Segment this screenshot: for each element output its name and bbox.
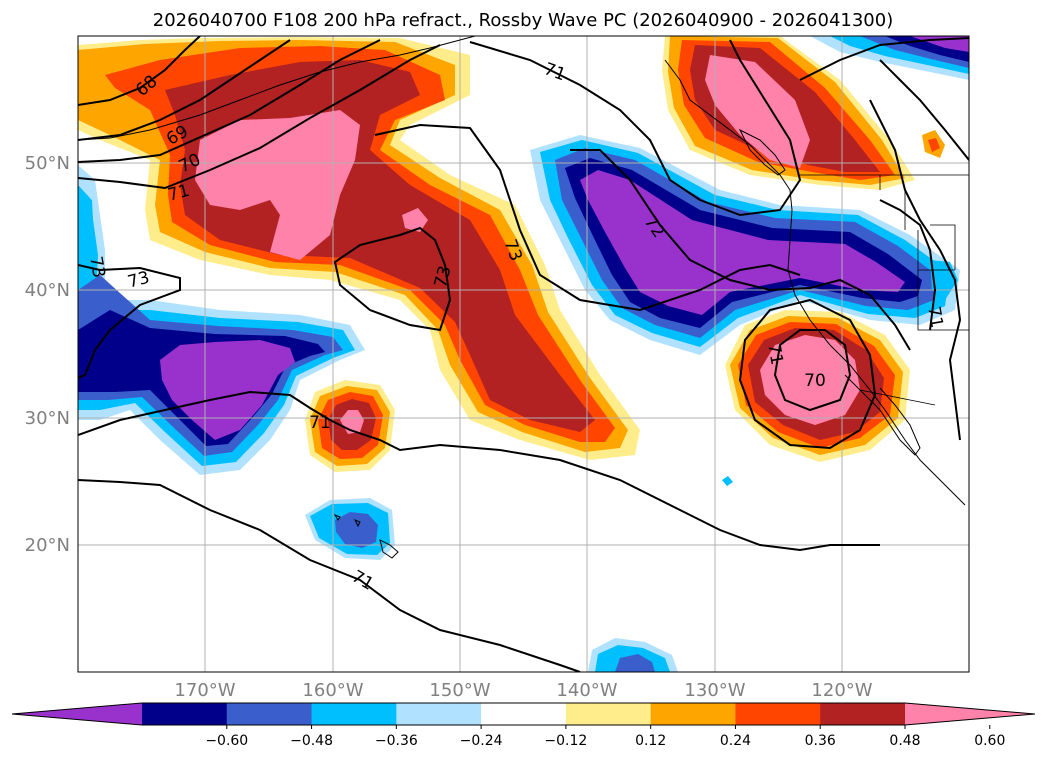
contour-71-south [78, 479, 581, 672]
fill-hi-0-36 [335, 512, 378, 548]
contour-east-3 [879, 199, 937, 331]
colorbar-extend-max [905, 703, 1035, 725]
colorbar-swatch [226, 703, 313, 725]
lat-tick-20n: 20°N [25, 535, 70, 556]
colorbar-tick-label: 0.60 [974, 733, 1005, 749]
fill-level-0-60b [402, 208, 428, 232]
lon-tick-170w: 170°W [174, 680, 235, 701]
negative-anomaly-south [588, 476, 733, 672]
lat-tick-30n: 30°N [25, 408, 70, 429]
colorbar: −0.60 −0.48 −0.36 −0.24 −0.12 0.12 0.24 0.36 0.4… [11, 702, 1036, 749]
map-frame [77, 35, 970, 673]
contour-label-73a: 73 [85, 255, 108, 280]
colorbar-tick-label: −0.48 [290, 733, 333, 749]
positive-anomaly-baja [725, 310, 910, 462]
contour-69 [78, 39, 291, 141]
contour-70 [78, 39, 381, 163]
colorbar-tick-label: −0.36 [375, 733, 418, 749]
contour-72 [570, 149, 911, 351]
contour-70-baja [773, 329, 852, 412]
coast-bc [664, 59, 966, 506]
coast-vancouver-island [738, 128, 786, 176]
coast-hawaii [379, 539, 399, 559]
contour-label-71f: 71 [923, 305, 946, 330]
colorbar-swatch [735, 703, 821, 725]
colorbar-tick-label: 0.12 [635, 733, 666, 749]
colorbar-swatch [565, 703, 652, 725]
lon-tick-130w: 130°W [684, 680, 745, 701]
colorbar-outline [11, 702, 1036, 726]
map-area: 68 69 70 71 71 73 73 73 72 71 70 71 71 7… [78, 36, 969, 672]
lon-tick-140w: 140°W [556, 680, 617, 701]
political-borders [800, 174, 969, 406]
fill-w-edge [78, 190, 95, 275]
colorbar-swatch [311, 703, 397, 725]
positive-anomaly-small [305, 380, 395, 472]
colorbar-swatch [481, 703, 567, 725]
fill-s-0-36 [615, 654, 655, 672]
coast-baja [844, 374, 921, 456]
lon-tick-120w: 120°W [811, 680, 872, 701]
colorbar-tick-label: −0.12 [544, 733, 587, 749]
contour-73-east [374, 123, 801, 312]
contour-73 [78, 264, 181, 379]
contour-71-baja [738, 298, 877, 450]
contour-73-mid [333, 226, 452, 332]
gridlines [78, 36, 969, 672]
contour-71-sub [78, 390, 880, 552]
colorbar-swatch [142, 703, 228, 725]
fill-neg-0-60 [580, 170, 905, 315]
fill-bc-small-2 [928, 138, 940, 152]
colorbar-tick-label: 0.36 [805, 733, 836, 749]
lon-tick-150w: 150°W [429, 680, 490, 701]
map-title: 2026040700 F108 200 hPa refract., Rossby… [153, 10, 894, 31]
contour-71-far [799, 37, 969, 81]
border-us-mexico [859, 389, 936, 406]
colorbar-swatch [650, 703, 736, 725]
fill-level-0-60 [195, 110, 360, 260]
fill-s-dot [722, 476, 733, 486]
colorbar-tick-label: 0.48 [889, 733, 920, 749]
contour-71-north [78, 44, 441, 190]
contour-label-71c: 71 [763, 342, 786, 367]
contour-label-70b: 70 [804, 371, 826, 391]
negative-anomaly-central [530, 135, 960, 355]
contours [78, 36, 969, 672]
colorbar-tick-label: −0.24 [460, 733, 503, 749]
lon-tick-labels: 170°W 160°W 150°W 140°W 130°W 120°W [174, 680, 872, 701]
coast-hawaii-2 [353, 519, 361, 528]
contour-68 [78, 36, 201, 106]
contour-east-1 [869, 99, 962, 441]
fill-bc-0-60 [705, 55, 810, 168]
colorbar-swatch [820, 703, 906, 725]
lat-tick-labels: 50°N 40°N 30°N 20°N [25, 153, 70, 556]
lat-tick-50n: 50°N [25, 153, 70, 174]
coast-hawaii-3 [333, 513, 341, 521]
lat-tick-40n: 40°N [25, 280, 70, 301]
positive-anomaly-bc [662, 36, 945, 190]
contour-71-ne [469, 39, 802, 217]
fill-w-0-60 [160, 340, 295, 440]
colorbar-extend-min [12, 703, 142, 725]
border-states [879, 175, 969, 331]
colorbar-tick-label: 0.24 [720, 733, 751, 749]
contour-east-2 [879, 59, 969, 161]
colorbar-swatch [396, 703, 482, 725]
lon-tick-160w: 160°W [302, 680, 363, 701]
contour-label-71d: 71 [309, 413, 331, 433]
colorbar-tick-label: −0.60 [205, 733, 248, 749]
